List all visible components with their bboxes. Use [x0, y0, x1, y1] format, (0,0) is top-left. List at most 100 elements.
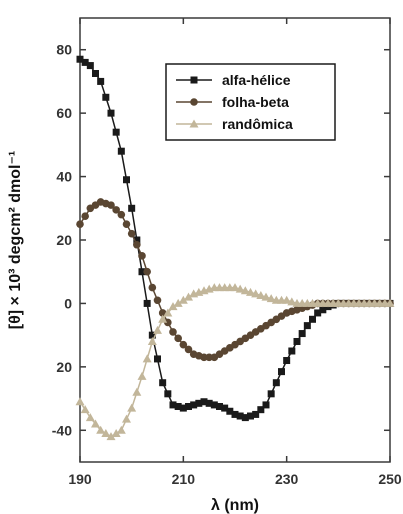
- data-point: [154, 355, 161, 363]
- data-point: [235, 284, 245, 293]
- data-point: [133, 236, 141, 244]
- data-point: [262, 401, 270, 409]
- y-axis-title: [θ] × 10³ degcm² dmol⁻¹: [7, 151, 24, 329]
- data-point: [240, 286, 250, 295]
- data-point: [117, 210, 126, 219]
- y-tick-label: 20: [56, 232, 72, 248]
- legend-marker: [190, 76, 198, 84]
- data-point: [96, 425, 106, 434]
- data-point: [179, 404, 187, 412]
- data-point: [116, 425, 126, 434]
- data-point: [164, 318, 172, 327]
- data-point: [122, 220, 131, 228]
- data-point: [195, 399, 203, 407]
- data-point: [256, 291, 266, 299]
- data-point: [385, 298, 395, 307]
- data-point: [85, 413, 95, 422]
- y-tick-label: -40: [52, 422, 72, 438]
- data-point: [314, 309, 322, 317]
- x-tick-label: 230: [275, 471, 299, 487]
- data-point: [251, 289, 261, 298]
- data-point: [252, 410, 260, 418]
- data-point: [159, 379, 167, 387]
- data-point: [236, 412, 244, 420]
- legend-marker: [189, 119, 199, 128]
- data-point: [164, 390, 172, 398]
- data-point: [184, 345, 193, 354]
- data-point: [168, 302, 178, 311]
- series-circle: [76, 198, 394, 362]
- data-point: [153, 325, 162, 334]
- data-point: [226, 407, 234, 415]
- data-point: [261, 292, 271, 301]
- data-point: [158, 314, 168, 323]
- series-triangle: [75, 283, 395, 441]
- data-point: [266, 294, 276, 303]
- data-point: [184, 292, 193, 301]
- data-point: [107, 201, 115, 209]
- data-point: [205, 399, 213, 407]
- data-point: [293, 337, 301, 345]
- data-point: [163, 308, 173, 317]
- data-point: [303, 322, 311, 330]
- y-tick-label: 60: [56, 105, 72, 121]
- data-point: [148, 283, 157, 292]
- data-point: [178, 295, 188, 304]
- data-point: [179, 340, 188, 349]
- y-tick-label: 0: [64, 295, 72, 311]
- x-tick-label: 210: [172, 471, 196, 487]
- data-point: [97, 77, 105, 85]
- data-point: [80, 405, 90, 414]
- data-point: [81, 58, 89, 66]
- legend-label: folha-beta: [222, 94, 289, 110]
- data-point: [111, 428, 121, 437]
- data-point: [86, 62, 94, 70]
- data-point: [117, 147, 125, 155]
- data-point: [106, 432, 116, 441]
- data-point: [257, 406, 265, 414]
- data-point: [210, 401, 218, 409]
- data-point: [147, 336, 157, 345]
- data-point: [241, 414, 249, 422]
- legend: alfa-hélice folha-beta randômica: [165, 63, 336, 141]
- x-tick-label: 190: [68, 471, 92, 487]
- data-point: [81, 212, 89, 221]
- data-point: [112, 206, 120, 214]
- data-point: [107, 109, 115, 117]
- data-point: [123, 176, 130, 184]
- y-tick-label: 20: [56, 359, 72, 375]
- data-point: [309, 315, 316, 323]
- data-point: [143, 267, 151, 276]
- data-point: [143, 299, 151, 307]
- y-tick-label: 80: [56, 42, 72, 58]
- data-point: [75, 397, 85, 406]
- data-point: [112, 128, 120, 136]
- legend-label: randômica: [222, 116, 293, 132]
- legend-marker: [190, 98, 198, 106]
- data-point: [200, 398, 208, 406]
- y-tick-label: 40: [56, 169, 72, 185]
- data-point: [137, 371, 147, 380]
- axis-ticks: 190 210 230 250 80 60 40 20 0 20 -40: [52, 18, 402, 487]
- data-point: [128, 204, 136, 212]
- data-point: [298, 330, 306, 338]
- data-point: [288, 347, 296, 355]
- data-point: [267, 390, 275, 398]
- data-point: [127, 403, 137, 412]
- data-point: [133, 240, 141, 249]
- data-point: [92, 70, 99, 77]
- data-point: [122, 414, 131, 423]
- data-point: [102, 93, 110, 101]
- data-point: [185, 403, 192, 410]
- series-layer: [75, 55, 395, 441]
- data-point: [231, 410, 239, 418]
- data-point: [278, 368, 285, 376]
- data-point: [287, 297, 297, 306]
- data-point: [127, 229, 136, 238]
- data-point: [246, 287, 255, 296]
- data-point: [76, 220, 84, 228]
- x-axis-title: λ (nm): [211, 497, 259, 514]
- data-point: [91, 419, 100, 428]
- data-point: [138, 252, 146, 260]
